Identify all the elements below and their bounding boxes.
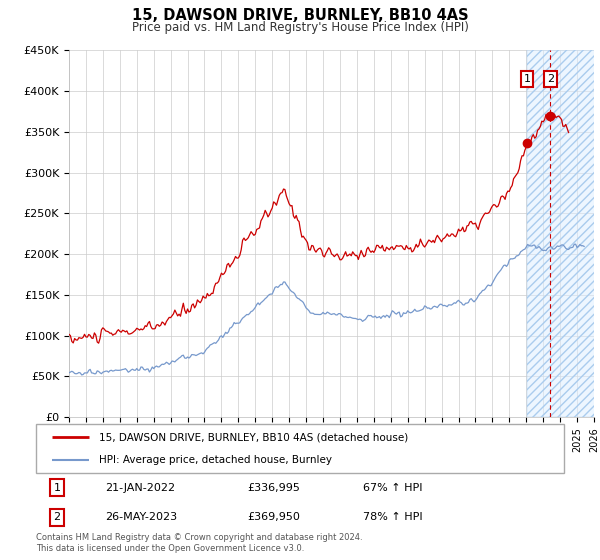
FancyBboxPatch shape [36,424,564,473]
Text: 2: 2 [53,512,61,522]
Text: HPI: Average price, detached house, Burnley: HPI: Average price, detached house, Burn… [100,455,332,465]
Text: 67% ↑ HPI: 67% ↑ HPI [364,483,423,493]
Text: 21-JAN-2022: 21-JAN-2022 [104,483,175,493]
Text: Contains HM Land Registry data © Crown copyright and database right 2024.
This d: Contains HM Land Registry data © Crown c… [36,533,362,553]
Text: 1: 1 [53,483,61,493]
Text: 26-MAY-2023: 26-MAY-2023 [104,512,177,522]
Text: £336,995: £336,995 [247,483,300,493]
Bar [527,50,600,417]
Text: 2: 2 [547,74,554,84]
Text: 78% ↑ HPI: 78% ↑ HPI [364,512,423,522]
Text: 15, DAWSON DRIVE, BURNLEY, BB10 4AS (detached house): 15, DAWSON DRIVE, BURNLEY, BB10 4AS (det… [100,432,409,442]
Text: 15, DAWSON DRIVE, BURNLEY, BB10 4AS: 15, DAWSON DRIVE, BURNLEY, BB10 4AS [131,8,469,24]
Text: Price paid vs. HM Land Registry's House Price Index (HPI): Price paid vs. HM Land Registry's House … [131,21,469,34]
Text: £369,950: £369,950 [247,512,300,522]
Bar [527,50,600,417]
Text: 1: 1 [524,74,530,84]
